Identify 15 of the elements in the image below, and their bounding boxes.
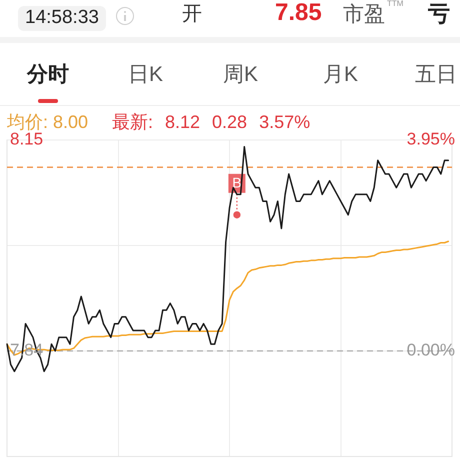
- text: 最新: 8.12 0.28 3.57%: [112, 112, 310, 133]
- text: 日K: [128, 63, 164, 86]
- series-label: B: [232, 174, 242, 191]
- text: 14:58:33: [18, 6, 106, 31]
- text: 亏: [428, 1, 450, 26]
- y-tick-label: 8.15: [10, 130, 44, 149]
- text: 月K: [323, 63, 358, 86]
- text: 五日: [415, 63, 457, 86]
- text: 7.85: [275, 0, 322, 26]
- text: 周K: [223, 63, 258, 86]
- text: 开: [182, 3, 202, 25]
- text: 市盈$^{TTM}$: [343, 0, 404, 26]
- text: 均价: 8.00: [7, 112, 88, 132]
- y2-tick-label: 3.95%: [406, 130, 455, 149]
- text: 分时: [27, 63, 69, 86]
